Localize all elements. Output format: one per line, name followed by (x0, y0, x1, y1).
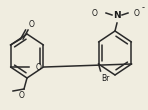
Text: O: O (134, 8, 140, 17)
Text: N: N (113, 10, 121, 19)
Text: O: O (19, 91, 25, 100)
Text: O: O (92, 8, 98, 17)
Text: Br: Br (102, 74, 110, 83)
Text: O: O (36, 62, 41, 72)
Text: O: O (29, 20, 34, 29)
Text: -: - (142, 4, 145, 13)
